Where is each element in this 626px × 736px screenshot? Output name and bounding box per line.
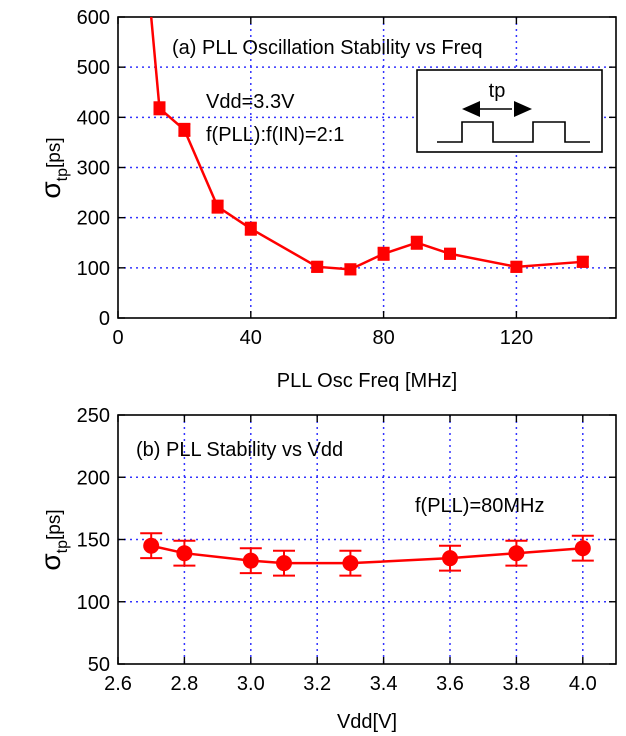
data-point [153, 102, 166, 115]
data-point [576, 255, 589, 268]
panel-a-y-axis-label: σtp[ps] [35, 137, 71, 198]
y-tick-label: 0 [99, 308, 110, 330]
data-series-line [150, 544, 583, 565]
y-tick-label: 300 [77, 158, 110, 180]
panel-b-title: (b) PLL Stability vs Vdd [136, 439, 343, 461]
panel-b-y-label-unit: [ps] [44, 509, 65, 540]
y-tick-label: 200 [77, 208, 110, 230]
panel-b-y-axis-label: σtp[ps] [35, 509, 71, 570]
panel-a-y-label-unit: [ps] [44, 137, 65, 168]
x-tick-label: 80 [372, 327, 394, 349]
x-tick-label: 3.8 [502, 673, 530, 695]
panel-a-annotation-ratio: f(PLL):f(IN)=2:1 [206, 124, 344, 146]
panel-b-x-axis-label: Vdd[V] [337, 711, 397, 733]
panel-a-y-label-sub: tp [54, 168, 71, 181]
data-point [442, 550, 458, 567]
data-point [143, 537, 160, 554]
data-point [444, 247, 456, 260]
y-tick-label: 50 [88, 654, 110, 676]
data-point [342, 555, 359, 572]
panel-b-ticks [117, 414, 616, 665]
y-tick-label: 500 [77, 57, 110, 79]
panel-a-inset-diagram: tp [416, 69, 603, 153]
panel-b-grid [118, 415, 616, 664]
data-point [276, 555, 292, 572]
inset-pulse-waveform [437, 121, 590, 143]
data-point [242, 552, 259, 569]
x-tick-label: 3.0 [237, 673, 265, 695]
x-tick-label: 2.6 [104, 673, 132, 695]
y-tick-label: 200 [77, 467, 110, 489]
panel-a-tick-labels: 0 40 80 120 0 100 200 300 400 500 600 [77, 7, 533, 349]
x-tick-label: 120 [500, 327, 533, 349]
data-point [574, 540, 591, 557]
inset-frame [416, 69, 603, 153]
y-tick-label: 150 [77, 530, 110, 552]
y-tick-label: 100 [77, 258, 110, 280]
inset-left-arrowhead [462, 101, 480, 117]
data-point [510, 260, 523, 273]
data-point [508, 545, 525, 562]
x-tick-label: 40 [240, 327, 262, 349]
inset-tp-label: tp [489, 80, 506, 102]
panel-b-y-label-sub: tp [54, 540, 71, 553]
x-tick-label: 3.6 [436, 673, 464, 695]
y-tick-label: 400 [77, 107, 110, 129]
data-point [344, 263, 357, 276]
panel-b-series [140, 532, 594, 577]
panel-a-annotation-vdd: Vdd=3.3V [206, 91, 295, 113]
inset-right-arrowhead [514, 101, 532, 117]
x-tick-label: 4.0 [569, 673, 597, 695]
data-point [410, 236, 423, 249]
panel-a-series [149, 16, 589, 276]
data-point [244, 222, 257, 235]
x-tick-label: 3.2 [303, 673, 331, 695]
panel-a-frame [117, 16, 617, 319]
x-tick-label: 2.8 [170, 673, 198, 695]
panel-a-ticks [117, 16, 616, 319]
panel-a-x-axis-label: PLL Osc Freq [MHz] [277, 370, 457, 392]
panel-b-annotation-freq: f(PLL)=80MHz [415, 495, 545, 517]
data-point [377, 247, 390, 260]
panel-a-y-label-sigma: σ [35, 181, 66, 198]
data-point [311, 260, 324, 273]
x-tick-label: 0 [112, 327, 123, 349]
x-tick-label: 3.4 [370, 673, 398, 695]
data-point [178, 123, 191, 136]
panel-a-grid [118, 17, 616, 318]
y-tick-label: 100 [77, 592, 110, 614]
y-tick-label: 600 [77, 7, 110, 29]
panel-b-y-label-sigma: σ [35, 553, 66, 570]
panel-b-tick-labels: 2.6 2.8 3.0 3.2 3.4 3.6 3.8 4.0 50 100 150 200 250 [77, 405, 597, 695]
panel-b-chart: 2.6 2.8 3.0 3.2 3.4 3.6 3.8 4.0 50 100 150 200 250 V… [35, 405, 617, 733]
y-tick-label: 250 [77, 405, 110, 427]
panel-a-title: (a) PLL Oscillation Stability vs Freq [172, 37, 482, 59]
data-point [176, 545, 193, 562]
data-point [211, 200, 224, 213]
panel-a-chart: 0 40 80 120 0 100 200 300 400 500 600 PLL Osc Freq… [35, 7, 617, 392]
